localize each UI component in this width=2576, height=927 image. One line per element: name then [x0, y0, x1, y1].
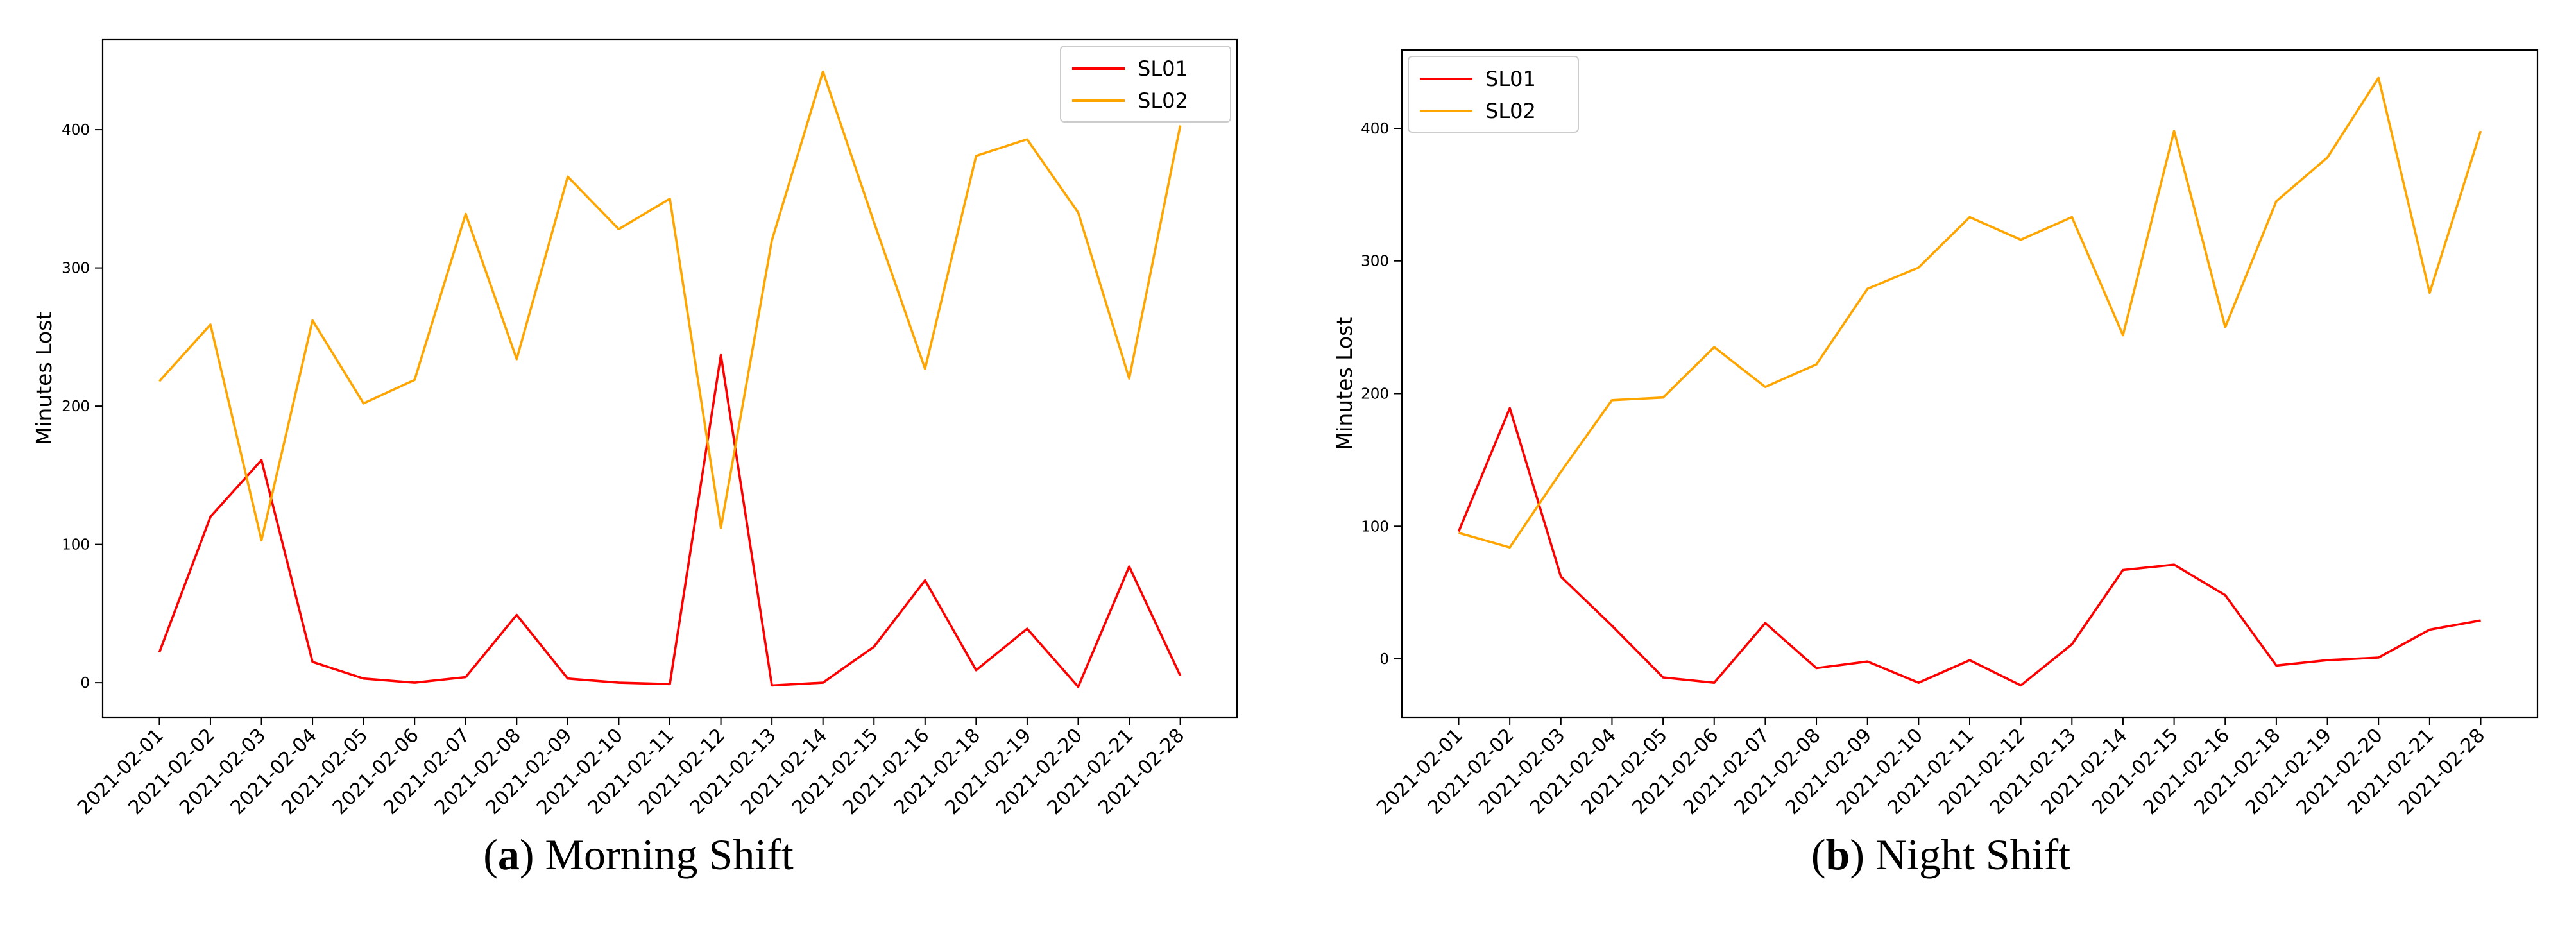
y-axis-label: Minutes Lost: [1332, 317, 1357, 451]
legend-label-sl01: SL01: [1485, 67, 1536, 91]
caption-text: Morning Shift: [534, 830, 794, 879]
y-tick-label: 0: [1379, 651, 1389, 668]
legend-label-sl01: SL01: [1138, 56, 1188, 81]
y-axis-label: Minutes Lost: [31, 312, 56, 446]
caption-open-paren: (: [1811, 830, 1826, 879]
y-tick-label: 100: [62, 537, 90, 554]
caption-label: a: [498, 830, 520, 879]
legend-box: [1408, 56, 1579, 133]
caption-close-paren: ): [520, 830, 534, 879]
series-line-sl01: [158, 353, 1182, 688]
caption-open-paren: (: [483, 830, 498, 879]
y-tick-label: 200: [62, 398, 90, 415]
chart-panel-1: 01002003004002021-02-012021-02-022021-02…: [31, 38, 1238, 879]
legend-label-sl02: SL02: [1138, 89, 1188, 113]
y-tick-label: 400: [1361, 121, 1389, 137]
legend-label-sl02: SL02: [1485, 99, 1536, 123]
series-line-sl02: [158, 70, 1182, 541]
plot-frame: [101, 38, 1238, 719]
caption-close-paren: ): [1850, 830, 1864, 879]
series-line-sl01: [1457, 407, 2481, 687]
y-tick-label: 0: [80, 675, 90, 692]
y-tick-label: 200: [1361, 386, 1389, 403]
y-tick-label: 300: [62, 260, 90, 277]
y-tick-label: 400: [62, 122, 90, 139]
caption: (a) Morning Shift: [483, 830, 794, 879]
caption: (b) Night Shift: [1811, 830, 2070, 879]
series-line-sl02: [1458, 76, 2482, 549]
y-tick-label: 100: [1361, 518, 1389, 535]
caption-label: b: [1826, 830, 1850, 879]
caption-text: Night Shift: [1864, 830, 2070, 879]
legend-box: [1060, 46, 1231, 123]
plot-frame: [1401, 49, 2539, 719]
chart-panel-2: 01002003004002021-02-012021-02-022021-02…: [1332, 49, 2539, 879]
y-tick-label: 300: [1361, 253, 1389, 270]
